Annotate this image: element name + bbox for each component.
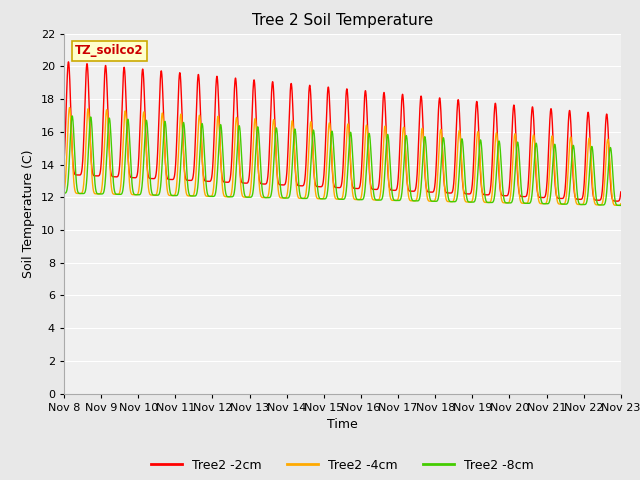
Line: Tree2 -2cm: Tree2 -2cm xyxy=(64,62,621,201)
Tree2 -4cm xyxy=(546,157,554,163)
Tree2 -8cm xyxy=(124,117,132,122)
Y-axis label: Soil Temperature (C): Soil Temperature (C) xyxy=(22,149,35,278)
Tree2 -8cm xyxy=(157,182,164,188)
Tree2 -4cm xyxy=(298,195,306,201)
Tree2 -4cm xyxy=(66,105,74,110)
Line: Tree2 -4cm: Tree2 -4cm xyxy=(64,108,621,205)
Tree2 -8cm xyxy=(298,195,306,201)
Line: Tree2 -8cm: Tree2 -8cm xyxy=(64,116,621,205)
Tree2 -2cm xyxy=(606,171,614,177)
Tree2 -2cm xyxy=(614,198,621,204)
Tree2 -2cm xyxy=(65,59,72,65)
Tree2 -8cm xyxy=(546,196,554,202)
Tree2 -4cm xyxy=(617,201,625,207)
Tree2 -2cm xyxy=(298,183,306,189)
Tree2 -8cm xyxy=(274,137,282,143)
Tree2 -8cm xyxy=(606,145,614,151)
X-axis label: Time: Time xyxy=(327,418,358,431)
Tree2 -2cm xyxy=(617,189,625,195)
Legend: Tree2 -2cm, Tree2 -4cm, Tree2 -8cm: Tree2 -2cm, Tree2 -4cm, Tree2 -8cm xyxy=(146,454,539,477)
Tree2 -4cm xyxy=(60,188,68,194)
Tree2 -8cm xyxy=(617,203,625,208)
Tree2 -8cm xyxy=(60,190,68,196)
Tree2 -2cm xyxy=(274,177,282,182)
Text: TZ_soilco2: TZ_soilco2 xyxy=(75,44,144,58)
Tree2 -4cm xyxy=(606,163,614,168)
Tree2 -4cm xyxy=(615,203,623,208)
Tree2 -4cm xyxy=(124,146,132,152)
Tree2 -4cm xyxy=(157,130,164,135)
Title: Tree 2 Soil Temperature: Tree 2 Soil Temperature xyxy=(252,13,433,28)
Tree2 -2cm xyxy=(157,71,164,77)
Tree2 -8cm xyxy=(68,113,76,119)
Tree2 -2cm xyxy=(546,113,554,119)
Tree2 -2cm xyxy=(124,146,132,152)
Tree2 -4cm xyxy=(274,181,282,187)
Tree2 -2cm xyxy=(60,159,68,165)
